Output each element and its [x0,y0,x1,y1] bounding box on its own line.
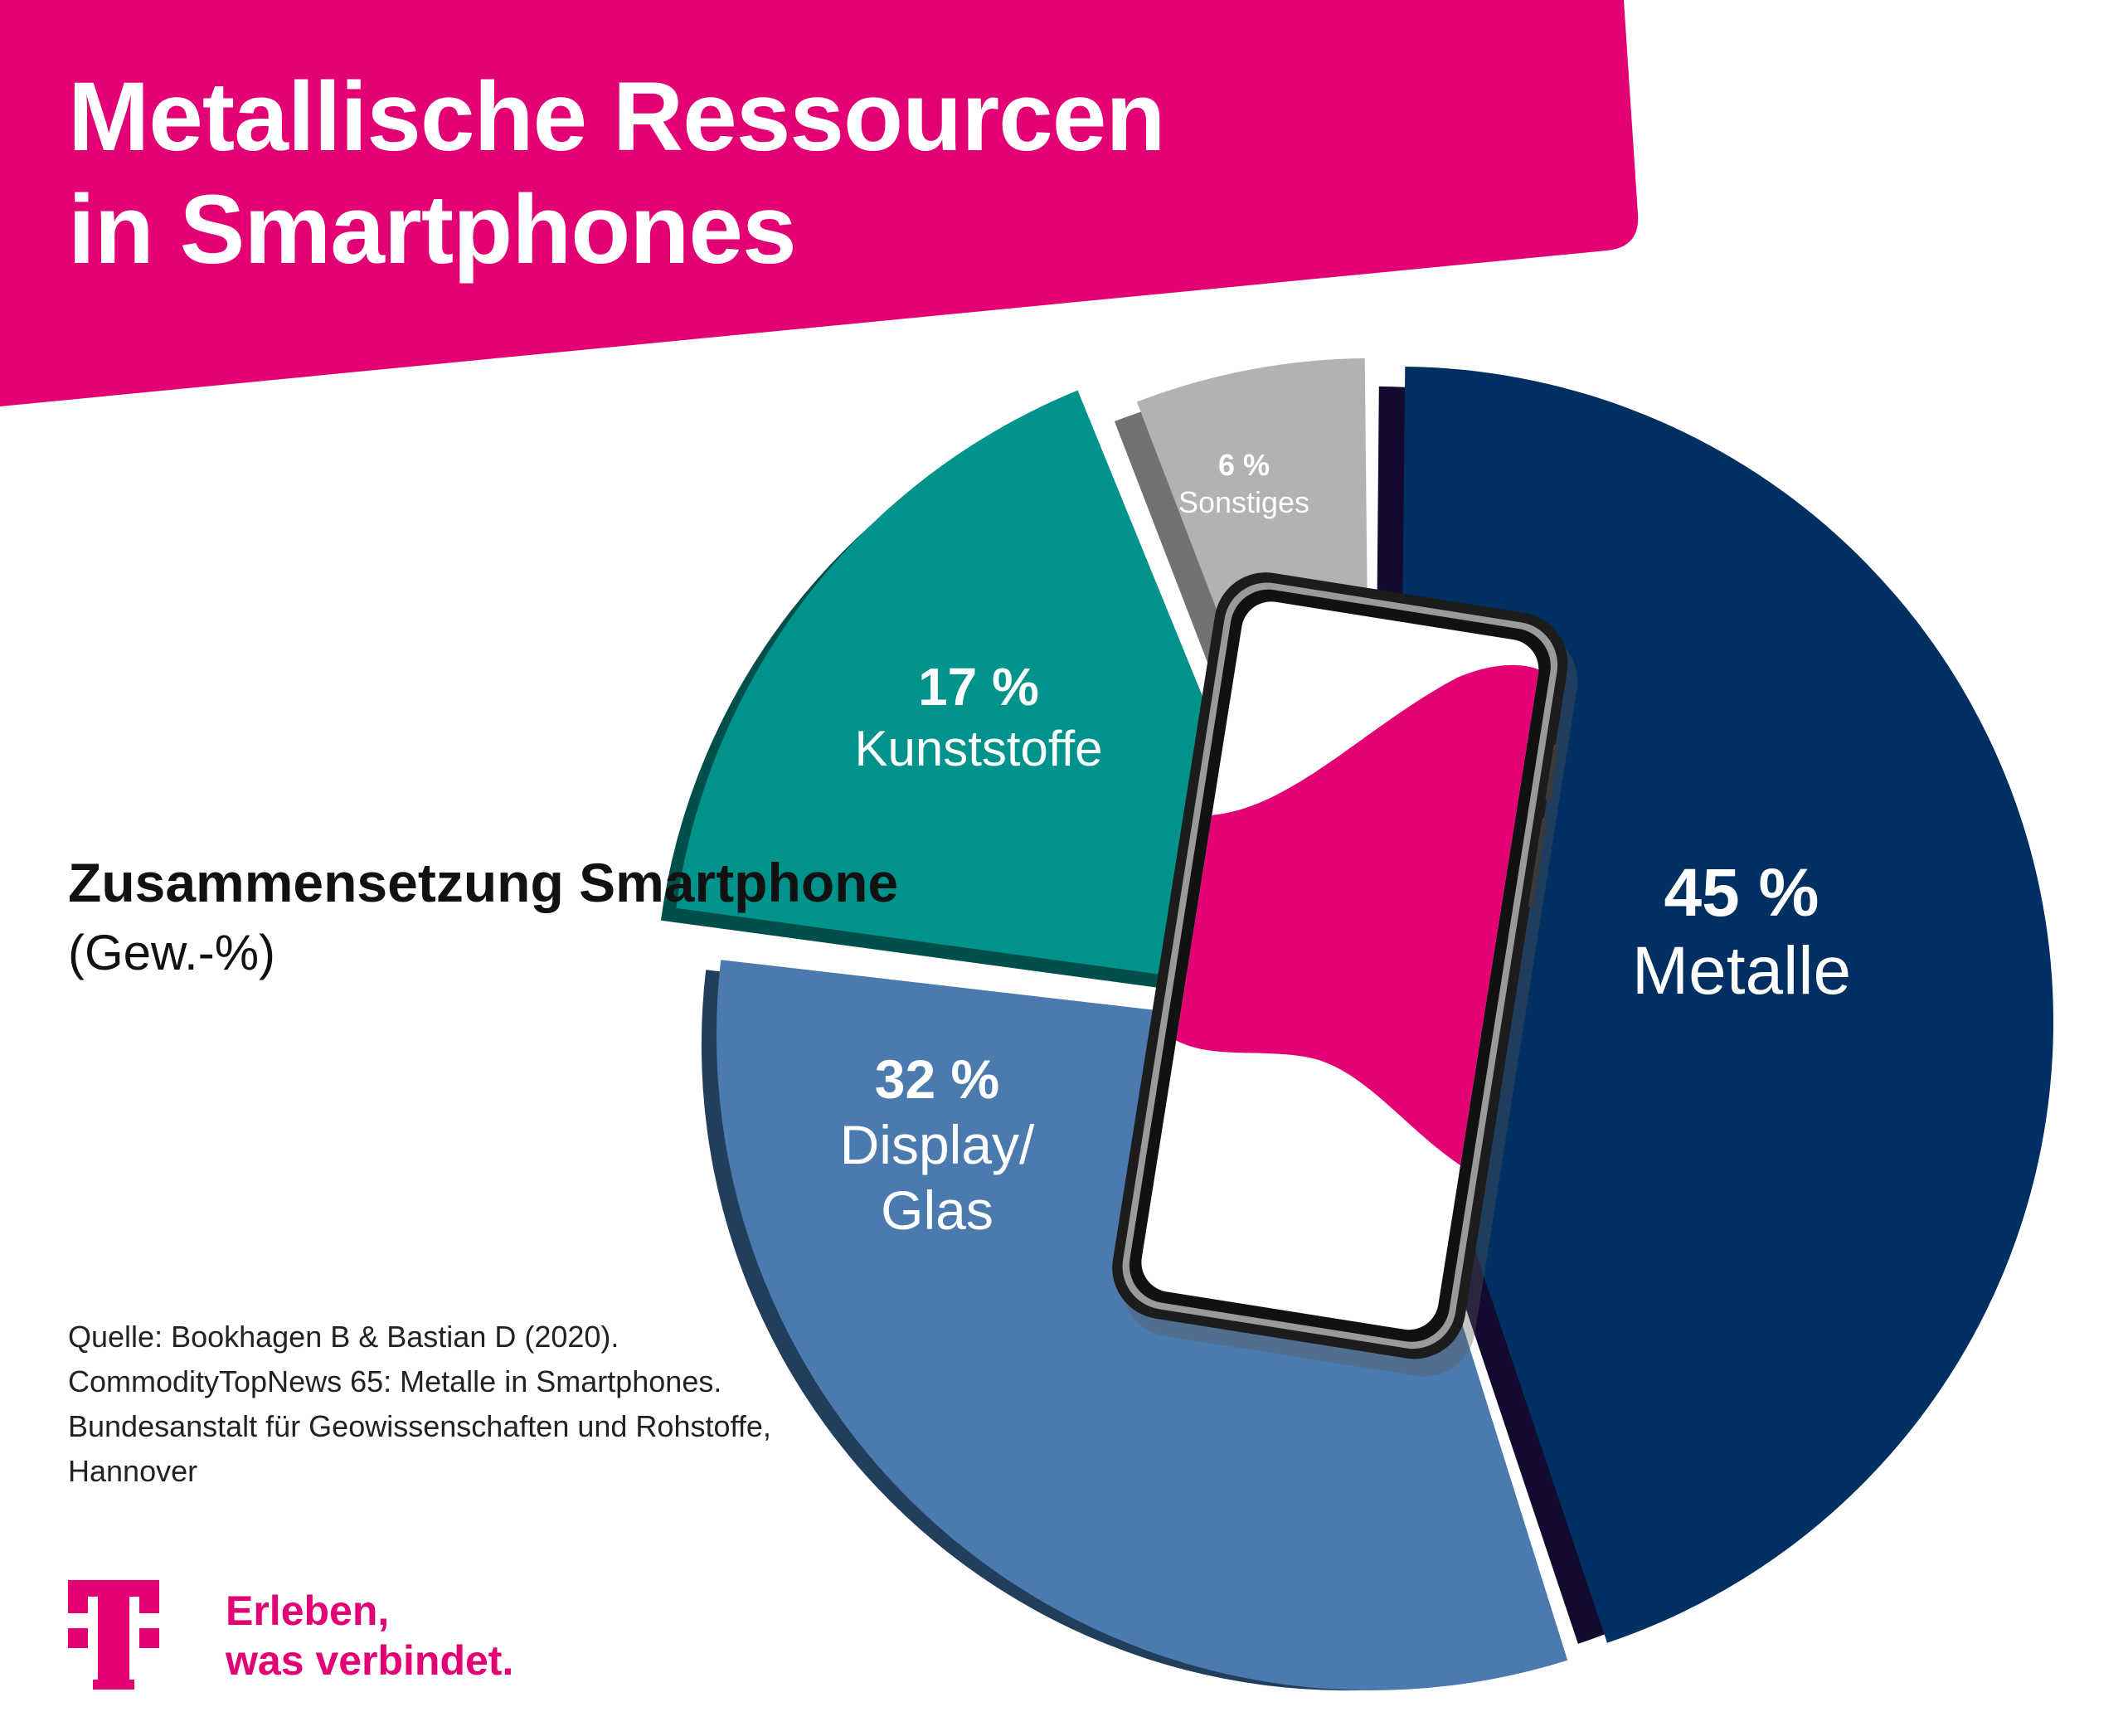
slice-label-display-glas: 32 % Display/ Glas [796,1047,1078,1244]
source-note: Quelle: Bookhagen B & Bastian D (2020). … [68,1315,771,1494]
screen-magenta-wave [1176,665,1539,1165]
slice-label-kunststoffe: 17 % Kunststoffe [813,655,1144,779]
source-line-3: Bundesanstalt für Geowissenschaften und … [68,1409,771,1443]
telekom-t-logo-icon [68,1580,159,1690]
slice-name-sonstiges: Sonstiges [1178,485,1310,519]
slice-label-sonstiges: 6 % Sonstiges [1161,446,1327,521]
pie-slice-kunststoffe [676,390,1325,998]
chart-unit: (Gew.-%) [68,924,276,980]
slice-name-metalle: Metalle [1631,933,1852,1009]
title-banner [0,0,1639,406]
chart-title: Zusammensetzung Smartphone [68,852,899,913]
chart-heading: Zusammensetzung Smartphone (Gew.-%) [68,848,898,986]
slice-value-display-glas: 32 % [874,1048,1000,1110]
slice-name-kunststoffe: Kunststoffe [854,720,1103,776]
slice-name-display-glas: Display/ Glas [839,1114,1035,1242]
slice-value-metalle: 45 % [1664,855,1819,931]
page-title-line-2: in Smartphones [68,175,797,284]
slice-label-metalle: 45 % Metalle [1592,854,1891,1011]
source-line-4: Hannover [68,1454,198,1488]
source-line-2: CommodityTopNews 65: Metalle in Smartpho… [68,1364,722,1398]
smartphone-illustration [1112,572,1578,1377]
source-line-1: Quelle: Bookhagen B & Bastian D (2020). [68,1320,619,1354]
slice-value-sonstiges: 6 % [1217,448,1270,482]
brand-slogan: Erleben, was verbindet. [226,1586,513,1685]
slogan-line-2: was verbindet. [226,1637,514,1684]
slice-value-kunststoffe: 17 % [918,657,1039,717]
page-title-line-1: Metallische Ressourcen [68,62,1165,172]
slogan-line-1: Erleben, [226,1588,390,1634]
